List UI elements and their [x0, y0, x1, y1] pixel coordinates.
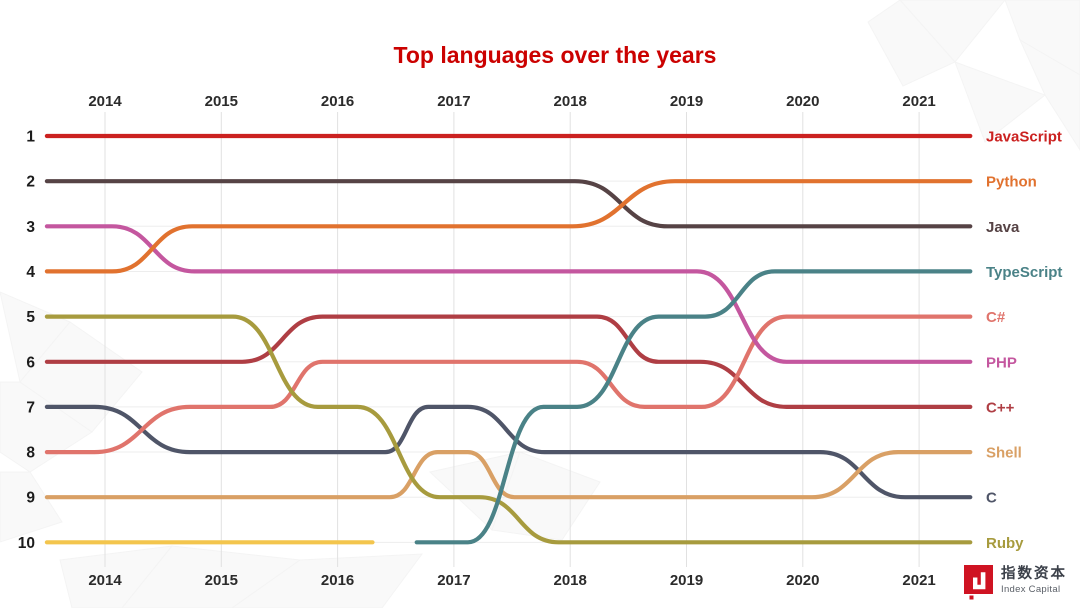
index-capital-logo-icon: [964, 565, 993, 600]
year-label-top-2018: 2018: [554, 93, 587, 110]
rank-label-2: 2: [26, 174, 35, 191]
series-label-python: Python: [986, 174, 1037, 191]
rank-label-10: 10: [18, 535, 35, 552]
series-label-shell: Shell: [986, 445, 1022, 462]
series-label-php: PHP: [986, 354, 1017, 371]
year-label-bottom-2021: 2021: [902, 572, 935, 589]
series-label-ruby: Ruby: [986, 535, 1024, 552]
year-label-bottom-2017: 2017: [437, 572, 470, 589]
year-label-bottom-2020: 2020: [786, 572, 819, 589]
rank-label-7: 7: [26, 399, 35, 416]
series-line-java: [44, 179, 973, 229]
series-label-c: C: [986, 490, 997, 507]
series-label-javascript: JavaScript: [986, 129, 1062, 146]
year-label-top-2021: 2021: [902, 93, 935, 110]
rank-label-5: 5: [26, 309, 35, 326]
rank-label-6: 6: [26, 354, 35, 371]
year-label-top-2015: 2015: [205, 93, 238, 110]
rank-label-8: 8: [26, 445, 35, 462]
year-label-bottom-2014: 2014: [88, 572, 122, 589]
series-line-c-sharp: [44, 314, 973, 455]
series-line-php: [44, 224, 973, 364]
year-label-bottom-2018: 2018: [554, 572, 587, 589]
year-label-top-2020: 2020: [786, 93, 819, 110]
rank-label-3: 3: [26, 219, 35, 236]
year-label-top-2019: 2019: [670, 93, 703, 110]
rank-label-1: 1: [26, 129, 35, 146]
brand-name-cn: 指数资本: [1001, 566, 1067, 582]
rank-label-9: 9: [26, 490, 35, 507]
series-label-c-sharp: C#: [986, 309, 1006, 326]
series-line-python: [44, 179, 973, 274]
chart-title: Top languages over the years: [393, 42, 717, 68]
series-line-shell: [44, 450, 973, 500]
year-label-top-2014: 2014: [88, 93, 122, 110]
year-label-bottom-2016: 2016: [321, 572, 354, 589]
brand-logo: 指数资本 Index Capital: [963, 564, 1067, 600]
year-label-top-2017: 2017: [437, 93, 470, 110]
series-line-ruby: [44, 314, 973, 545]
year-label-top-2016: 2016: [321, 93, 354, 110]
series-label-c-plus-plus: C++: [986, 399, 1015, 416]
series-label-java: Java: [986, 219, 1020, 236]
series-line-c: [44, 404, 973, 500]
year-label-bottom-2019: 2019: [670, 572, 703, 589]
rank-label-4: 4: [26, 264, 35, 281]
series-label-typescript: TypeScript: [986, 264, 1062, 281]
series-line-typescript: [414, 269, 973, 545]
year-label-bottom-2015: 2015: [205, 572, 238, 589]
brand-name-en: Index Capital: [1001, 583, 1061, 595]
